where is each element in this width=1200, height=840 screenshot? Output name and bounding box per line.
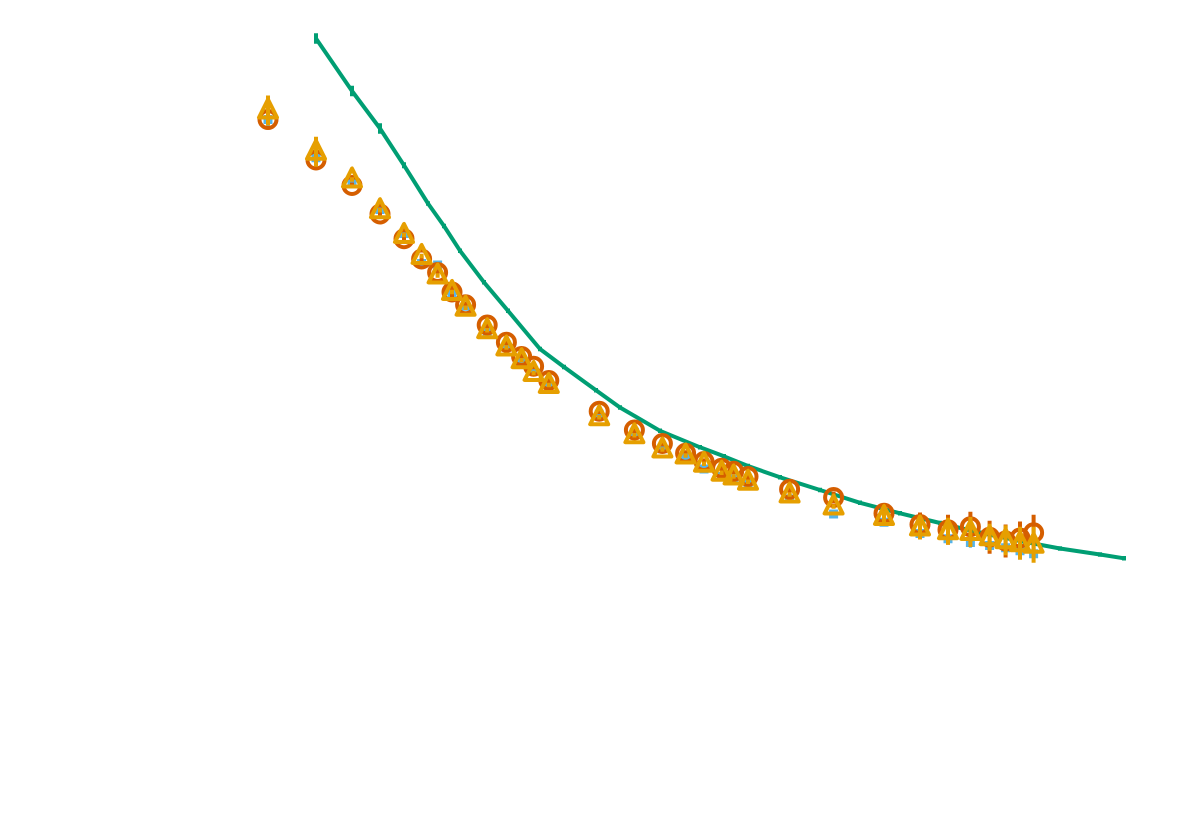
triangle-point bbox=[737, 468, 759, 491]
triangle-point bbox=[822, 493, 845, 516]
circle-point bbox=[623, 419, 645, 441]
triangle-point bbox=[537, 372, 560, 394]
triangle-point bbox=[959, 519, 982, 541]
circle-point bbox=[495, 331, 517, 353]
triangle-point bbox=[722, 463, 745, 486]
triangle-point bbox=[1009, 530, 1031, 553]
circle-point bbox=[476, 314, 498, 336]
triangle-point bbox=[674, 442, 697, 465]
triangle-point bbox=[476, 317, 499, 340]
triangle-point bbox=[909, 514, 931, 537]
triangle-point bbox=[454, 294, 477, 317]
triangle-point bbox=[305, 138, 327, 161]
circle-point bbox=[651, 433, 673, 454]
circle-point bbox=[588, 400, 610, 422]
triangle-point bbox=[778, 481, 801, 504]
circle-point bbox=[779, 478, 801, 500]
triangle-point bbox=[495, 334, 518, 357]
triangle-point bbox=[623, 422, 646, 445]
triangle-point bbox=[341, 166, 363, 189]
triangle-point bbox=[410, 243, 433, 265]
triangle-point bbox=[510, 347, 533, 370]
triangle-point bbox=[393, 222, 415, 244]
triangle-point bbox=[588, 404, 611, 427]
triangle-point bbox=[994, 527, 1017, 550]
triangle-point bbox=[937, 518, 959, 541]
triangle-series-group bbox=[257, 95, 1045, 563]
triangle-point bbox=[369, 197, 391, 220]
triangle-point bbox=[873, 504, 895, 526]
triangle-point bbox=[693, 450, 715, 473]
triangle-point bbox=[651, 436, 674, 459]
triangle-point bbox=[426, 262, 449, 285]
triangle-point bbox=[710, 459, 733, 482]
triangle-point bbox=[1022, 531, 1045, 554]
triangle-point bbox=[522, 360, 545, 382]
triangle-point bbox=[978, 524, 1001, 547]
triangle-point bbox=[441, 279, 463, 301]
triangle-point bbox=[257, 97, 279, 120]
